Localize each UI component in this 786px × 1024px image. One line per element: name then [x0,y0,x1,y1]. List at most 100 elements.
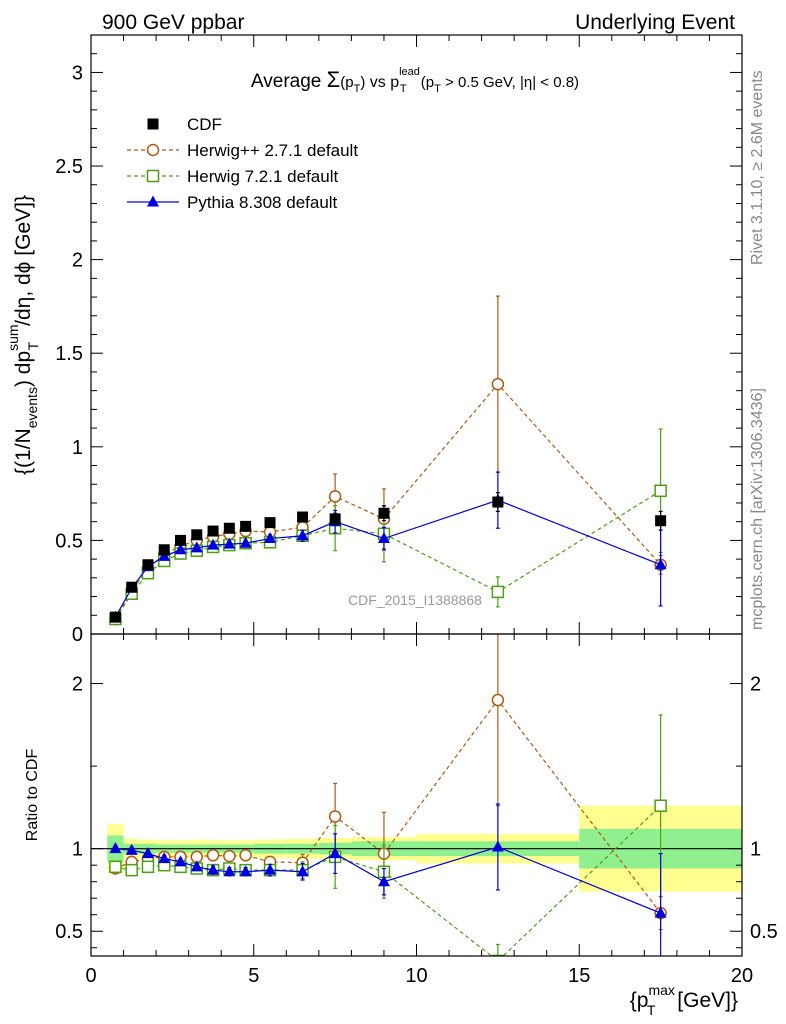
main-point-herwig-2-7-1-default-11 [328,490,342,503]
xlabel-open: {p [630,989,649,1012]
ratio-point-pythia-8-308-default-14 [654,906,667,918]
main-plot-area [109,295,667,626]
main-y-tick-label-0: 0 [72,624,83,646]
header-left: 900 GeV ppbar [102,11,244,34]
ratio-point-herwig-7-2-1-default-0 [109,860,122,874]
x-tick-label-1: 5 [248,965,259,987]
main-point-pythia-8-308-default-12 [377,532,390,544]
main-y-tick-label-4: 2 [72,250,83,272]
ratio-y-axis-label: Ratio to CDF [24,749,41,842]
main-point-cdf-12 [378,507,390,519]
ratio-point-pythia-8-308-default-8 [239,865,252,877]
main-point-cdf-5 [191,529,203,541]
x-tick-label-0: 0 [85,965,96,987]
x-tick-label-2: 10 [405,965,427,987]
ratio-y-tick-label-left-0: 0.5 [55,921,83,943]
main-point-pythia-8-308-default-10 [296,529,309,541]
x-axis-label: {pmax T [GeV]} [630,982,738,1018]
legend-marker-herwig-2-7-1-default [146,143,160,157]
ratio-y-tick-label-right-1: 1 [750,839,761,861]
ylabel-open: {(1/N [12,428,35,475]
main-point-cdf-9 [264,517,276,529]
ratio-y-tick-label-left-2: 2 [72,674,83,696]
x-tick-label-3: 15 [568,965,590,987]
xlabel-sub: T [647,1002,656,1018]
ratio-point-pythia-8-308-default-2 [141,847,154,859]
ratio-plot-area [91,634,742,956]
main-point-cdf-6 [207,525,219,537]
ratio-point-pythia-8-308-default-0 [109,842,122,854]
main-point-cdf-4 [175,534,187,546]
main-point-pythia-8-308-default-9 [264,532,277,544]
main-point-cdf-0 [109,611,121,623]
ylabel-mid: ) dp [12,351,35,387]
title-vs-sub: T [400,83,407,95]
main-point-cdf-11 [329,513,341,525]
main-series-cdf [109,492,667,623]
legend-label-herwig-2-7-1-default: Herwig++ 2.7.1 default [187,141,358,160]
ratio-point-herwig-2-7-1-default-7 [223,849,236,863]
legend: CDF Herwig++ 2.7.1 default Herwig 7.2.1 de… [127,115,358,212]
ratio-point-herwig-7-2-1-default-2 [141,860,155,874]
ylabel-rest: /dη, dϕ [GeV]} [12,195,35,326]
main-y-tick-label-1: 0.5 [55,530,83,552]
main-y-tick-label-5: 2.5 [55,156,83,178]
title-cut-open: (p [417,74,435,91]
main-y-tick-label-2: 1 [72,437,83,459]
main-point-pythia-8-308-default-8 [239,536,252,548]
main-point-pythia-8-308-default-4 [174,543,187,555]
title-vs: vs p [365,74,399,91]
ratio-point-pythia-8-308-default-3 [158,852,171,864]
ratio-point-herwig-7-2-1-default-1 [125,863,138,877]
main-point-herwig-7-2-1-default-14 [654,484,667,498]
title-lead: Average [251,71,327,92]
ylabel-n-sub: events [24,387,40,428]
ratio-point-pythia-8-308-default-9 [264,863,277,875]
title-sigma: Σ [327,67,341,92]
ratio-y-tick-label-left-1: 1 [72,839,83,861]
main-point-herwig-2-7-1-default-13 [491,377,505,391]
ratio-point-pythia-8-308-default-13 [491,840,504,852]
title-cut-rest: > 0.5 GeV, |η| < 0.8) [441,74,579,91]
main-series-herwig-2-7-1-default [109,295,667,626]
title-cut-sub: T [434,83,441,95]
xlabel-rest: [GeV]} [671,989,738,1012]
title-sigma-close: ) [360,74,365,91]
legend-label-pythia-8-308-default: Pythia 8.308 default [187,193,338,212]
main-line-herwig-2-7-1-default [114,383,662,620]
ratio-point-herwig-2-7-1-default-6 [206,849,220,862]
ratio-point-pythia-8-308-default-7 [223,865,236,877]
mcplots-label: mcplots.cern.ch [arXiv:1306.3436] [749,388,766,630]
main-title: Average Σ(pT) vs plead T (pT > 0.5 GeV, |… [251,66,579,95]
main-point-cdf-1 [126,581,138,593]
main-point-pythia-8-308-default-14 [654,558,667,570]
ratio-point-pythia-8-308-default-12 [377,875,390,887]
ratio-frame [90,633,743,957]
ratio-point-pythia-8-308-default-5 [190,860,203,872]
title-vs-sup: lead [399,66,420,78]
xlabel-sup: max [648,982,674,998]
ratio-point-herwig-7-2-1-default-13 [491,954,505,956]
main-point-cdf-8 [240,520,252,532]
rivet-label: Rivet 3.1.10, ≥ 2.6M events [749,70,766,265]
ratio-point-herwig-2-7-1-default-13 [491,693,505,707]
ratio-point-herwig-7-2-1-default-14 [654,799,667,812]
ratio-point-herwig-2-7-1-default-8 [239,849,252,862]
legend-label-herwig-7-2-1-default: Herwig 7.2.1 default [187,167,338,186]
legend-label-cdf: CDF [187,115,222,134]
main-point-pythia-8-308-default-6 [207,538,220,550]
main-y-axis-label: {(1/Nevents) dpsum T/dη, dϕ [GeV]} [5,195,41,475]
title-sigma-arg: (p [340,74,353,91]
title-sigma-sub: T [354,83,361,95]
ratio-series-pythia-8-308-default [109,803,667,956]
ratio-point-pythia-8-308-default-4 [174,855,187,867]
main-y-tick-label-6: 3 [72,62,83,84]
ratio-point-herwig-2-7-1-default-11 [328,810,342,823]
main-point-cdf-3 [158,544,170,556]
main-point-herwig-7-2-1-default-13 [491,585,505,599]
ratio-y-tick-label-right-2: 2 [750,674,761,696]
main-point-pythia-8-308-default-3 [158,549,171,561]
